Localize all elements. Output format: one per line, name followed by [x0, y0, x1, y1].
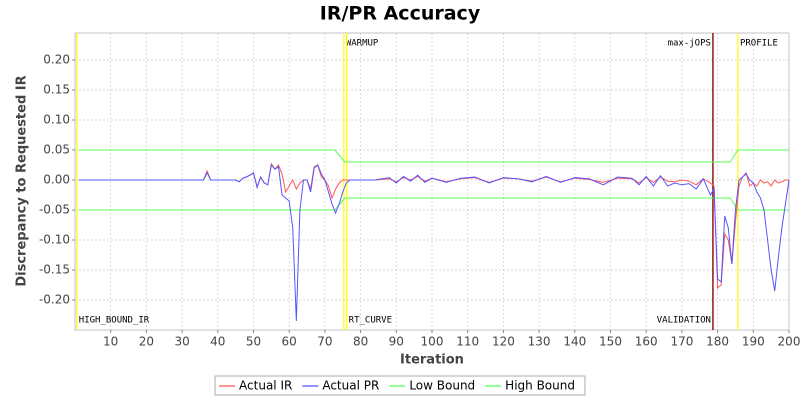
x-tick-label: 120	[492, 335, 515, 349]
marker-label: HIGH_BOUND_IR	[79, 316, 150, 326]
chart-title: IR/PR Accuracy	[320, 3, 481, 25]
x-tick-label: 20	[139, 335, 154, 349]
x-tick-label: 70	[317, 335, 332, 349]
series-line	[78, 149, 789, 163]
legend-label: Low Bound	[409, 379, 475, 393]
y-tick-label: -0.15	[39, 263, 70, 277]
x-tick-label: 140	[563, 335, 586, 349]
legend-label: Actual PR	[322, 379, 379, 393]
marker-label: WARMUP	[346, 39, 379, 49]
x-tick-label: 110	[456, 335, 479, 349]
y-tick-label: 0.20	[43, 53, 70, 67]
x-tick-label: 200	[778, 335, 800, 349]
y-tick-label: 0.00	[43, 173, 70, 187]
y-tick-label: -0.05	[39, 203, 70, 217]
y-tick-label: 0.15	[43, 83, 70, 97]
series-line	[78, 163, 790, 322]
marker-label: PROFILE	[740, 39, 778, 49]
y-tick-label: 0.05	[43, 143, 70, 157]
x-tick-label: 80	[353, 335, 368, 349]
marker-label: RT_CURVE	[349, 316, 392, 326]
x-tick-label: 50	[246, 335, 261, 349]
marker-label: max-jOPS	[668, 39, 711, 49]
x-tick-label: 170	[670, 335, 693, 349]
x-tick-label: 150	[599, 335, 622, 349]
x-tick-label: 100	[421, 335, 444, 349]
y-tick-label: -0.10	[39, 233, 70, 247]
x-tick-label: 130	[528, 335, 551, 349]
x-tick-label: 30	[174, 335, 189, 349]
y-tick-label: -0.20	[39, 293, 70, 307]
marker-label: VALIDATION	[657, 316, 711, 326]
x-tick-label: 180	[706, 335, 729, 349]
x-tick-label: 60	[282, 335, 297, 349]
legend-label: High Bound	[505, 379, 575, 393]
x-tick-label: 10	[103, 335, 118, 349]
x-tick-label: 190	[742, 335, 765, 349]
x-tick-label: 160	[635, 335, 658, 349]
series-line	[78, 197, 789, 211]
x-axis-label: Iteration	[400, 353, 464, 368]
legend-label: Actual IR	[239, 379, 292, 393]
x-tick-label: 40	[210, 335, 225, 349]
x-tick-label: 90	[389, 335, 404, 349]
y-axis-label: Discrepancy to Requested IR	[15, 75, 30, 286]
y-tick-label: 0.10	[43, 113, 70, 127]
